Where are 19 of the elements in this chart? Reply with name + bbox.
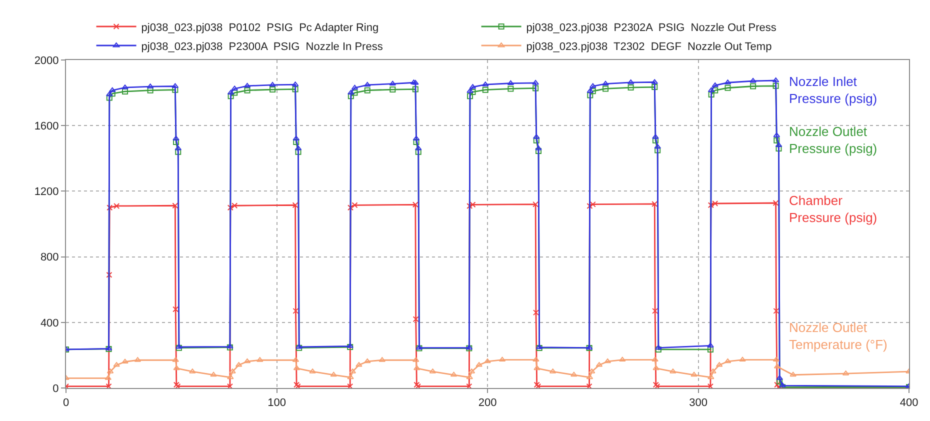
legend-label: pj038_023.pj038 P0102 PSIG Pc Adapter Ring — [141, 22, 379, 34]
y-tick-label: 400 — [40, 317, 59, 330]
x-tick-label: 100 — [268, 397, 286, 410]
legend-label: pj038_023.pj038 P2300A PSIG Nozzle In Press — [141, 40, 384, 53]
annotation: Nozzle Outlet Pressure (psig) — [789, 124, 878, 156]
annotation: Nozzle Inlet Pressure (psig) — [789, 74, 878, 106]
legend-label: pj038_023.pj038 P2302A PSIG Nozzle Out Press — [526, 22, 777, 34]
annotation: Chamber Pressure (psig) — [789, 193, 878, 225]
y-tick-label: 1200 — [34, 186, 59, 198]
y-tick-label: 1600 — [34, 120, 59, 132]
y-tick-label: 0 — [52, 382, 59, 395]
y-tick-label: 2000 — [34, 54, 59, 67]
annotation: Nozzle Outlet Temperature (°F) — [789, 320, 888, 352]
x-tick-label: 400 — [900, 397, 918, 410]
x-tick-label: 300 — [689, 397, 708, 410]
x-tick-label: 0 — [62, 397, 70, 410]
x-tick-label: 200 — [478, 397, 497, 410]
legend-label: pj038_023.pj038 T2302 DEGF Nozzle Out Temp — [526, 40, 772, 53]
y-tick-label: 800 — [40, 252, 59, 264]
